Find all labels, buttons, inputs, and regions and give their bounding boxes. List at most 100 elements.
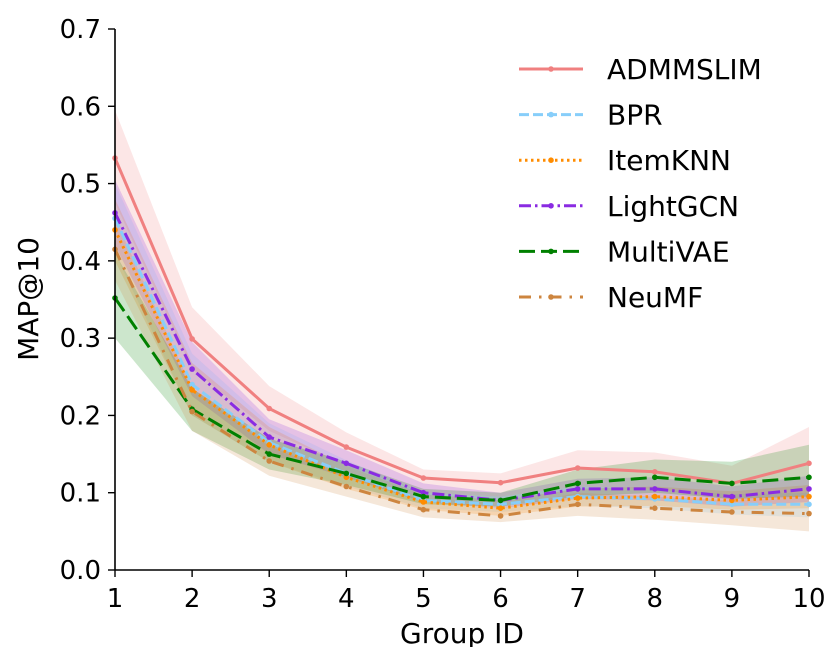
point-lightgcn-4: [343, 460, 350, 467]
legend: ADMMSLIM BPR ItemKNN LightGCN MultiVAE NeuMF: [519, 53, 762, 314]
point-multivae-9: [729, 480, 735, 487]
point-bpr-6: [497, 501, 504, 508]
legend-entry-bpr: BPR: [519, 99, 663, 132]
x-tick-label-3: 3: [261, 584, 278, 614]
y-axis-title: MAP@10: [12, 237, 45, 361]
point-lightgcn-2: [189, 366, 195, 372]
point-lightgcn-7: [574, 486, 581, 492]
point-lightgcn-10: [806, 486, 812, 492]
x-tick-label-8: 8: [647, 584, 664, 614]
point-multivae-8: [652, 474, 658, 481]
point-lightgcn-3: [266, 434, 273, 440]
x-tick-label-1: 1: [107, 584, 124, 614]
point-bpr-2: [189, 381, 195, 388]
legend-marker-admmslim: [548, 66, 554, 72]
y-tick-label-0.7: 0.7: [60, 15, 101, 45]
x-tick-label-6: 6: [492, 584, 509, 614]
y-tick-label-0.1: 0.1: [60, 479, 101, 509]
line-itemknn: [113, 229, 810, 510]
point-admmslim-3: [266, 405, 273, 412]
point-admmslim-7: [574, 465, 581, 471]
point-itemknn-6: [497, 505, 504, 512]
line-multivae: [113, 297, 810, 502]
y-tick-label-0.5: 0.5: [60, 170, 101, 200]
point-bpr-10: [806, 501, 812, 508]
point-neumf-3: [266, 458, 273, 464]
y-tick-label-0.0: 0.0: [60, 556, 101, 586]
line-bpr: [113, 217, 809, 506]
legend-entry-neumf: NeuMF: [519, 281, 703, 314]
line-admmslim: [113, 157, 810, 485]
point-neumf-2: [189, 408, 195, 415]
x-tick-label-2: 2: [184, 584, 201, 614]
series-itemknn: [112, 227, 812, 512]
x-tick-label-5: 5: [415, 584, 432, 614]
point-lightgcn-5: [420, 489, 427, 496]
point-multivae-10: [806, 474, 812, 481]
point-itemknn-7: [574, 495, 581, 501]
legend-label-lightgcn: LightGCN: [607, 190, 739, 223]
legend-label-multivae: MultiVAE: [607, 235, 730, 268]
y-axis-ticks: 0.0 0.1 0.2 0.3 0.4 0.5 0.6 0.7: [60, 15, 115, 586]
line-lightgcn: [113, 212, 810, 502]
point-neumf-5: [420, 506, 427, 513]
x-tick-label-9: 9: [724, 584, 741, 614]
y-tick-label-0.3: 0.3: [60, 324, 101, 354]
point-itemknn-2: [189, 387, 195, 393]
legend-marker-neumf: [548, 294, 554, 300]
series-lines: [112, 155, 812, 519]
point-multivae-5: [420, 493, 427, 500]
point-multivae-4: [343, 470, 350, 477]
legend-marker-bpr: [548, 111, 554, 118]
legend-marker-multivae: [548, 248, 554, 255]
point-itemknn-5: [420, 499, 427, 505]
x-axis-title: Group ID: [400, 617, 524, 647]
point-multivae-7: [574, 480, 581, 487]
point-multivae-6: [497, 497, 504, 504]
y-tick-label-0.6: 0.6: [60, 92, 101, 122]
point-itemknn-3: [266, 442, 273, 448]
point-admmslim-6: [497, 479, 504, 486]
legend-label-itemknn: ItemKNN: [607, 144, 731, 177]
legend-entry-multivae: MultiVAE: [519, 235, 730, 268]
band-neumf: [115, 218, 809, 532]
x-tick-label-4: 4: [338, 584, 355, 614]
legend-marker-itemknn: [548, 157, 554, 163]
point-itemknn-4: [343, 474, 350, 481]
point-neumf-9: [729, 509, 735, 515]
y-tick-label-0.2: 0.2: [60, 401, 101, 431]
legend-entry-admmslim: ADMMSLIM: [519, 53, 762, 86]
band-bpr: [115, 183, 809, 518]
x-tick-label-7: 7: [569, 584, 586, 614]
band-admmslim: [115, 110, 809, 501]
legend-marker-lightgcn: [548, 203, 554, 209]
point-itemknn-8: [652, 493, 658, 500]
point-neumf-7: [574, 501, 581, 508]
point-admmslim-2: [189, 336, 195, 342]
y-tick-label-0.4: 0.4: [60, 247, 101, 277]
series-neumf: [112, 246, 812, 519]
point-lightgcn-8: [652, 486, 658, 492]
point-multivae-3: [266, 451, 273, 457]
point-admmslim-10: [806, 460, 812, 467]
point-neumf-8: [652, 505, 658, 512]
legend-entry-itemknn: ItemKNN: [519, 144, 731, 177]
point-bpr-9: [729, 501, 735, 508]
legend-entry-lightgcn: LightGCN: [519, 190, 739, 223]
point-itemknn-10: [806, 493, 812, 500]
point-admmslim-5: [420, 475, 427, 481]
legend-label-bpr: BPR: [607, 99, 663, 132]
legend-label-neumf: NeuMF: [607, 281, 703, 314]
x-axis-ticks: 1 2 3 4 5 6 7 8 9 10: [107, 570, 826, 614]
point-admmslim-4: [343, 444, 350, 450]
point-neumf-10: [806, 510, 812, 517]
point-lightgcn-9: [729, 493, 735, 500]
line-neumf: [113, 248, 810, 518]
axes: [114, 29, 809, 571]
point-neumf-6: [497, 513, 504, 519]
series-admmslim: [112, 155, 812, 487]
point-neumf-4: [343, 483, 350, 490]
x-tick-label-10: 10: [792, 584, 825, 614]
legend-label-admmslim: ADMMSLIM: [607, 53, 762, 86]
